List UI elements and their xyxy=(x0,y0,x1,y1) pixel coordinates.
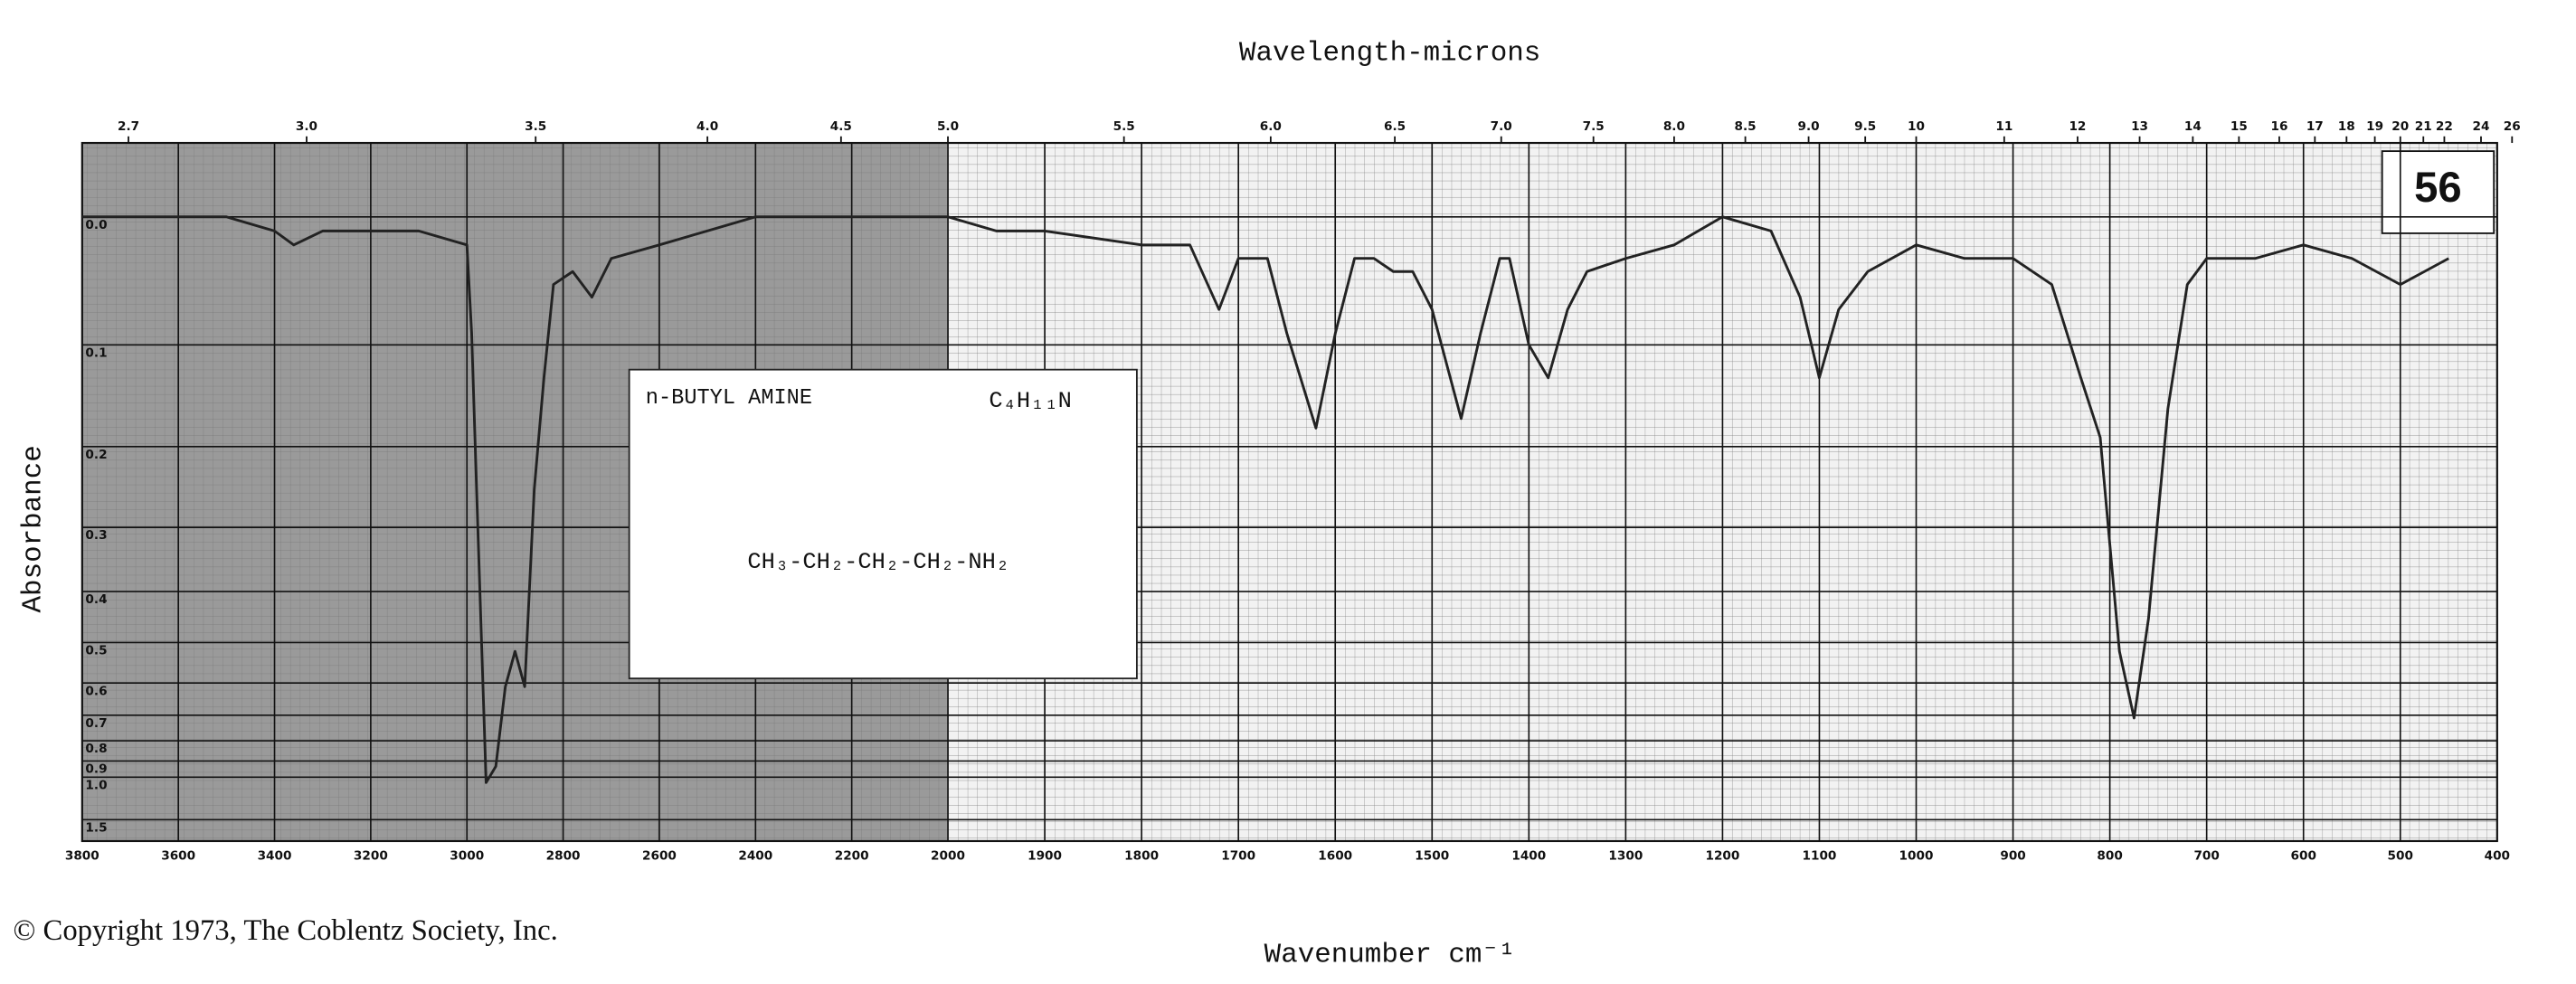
y-tick-label: 1.0 xyxy=(85,778,107,792)
top-tick-label: 11 xyxy=(1995,119,2012,134)
x-tick-label: 3800 xyxy=(65,848,99,863)
x-tick-label: 1000 xyxy=(1899,848,1934,863)
top-tick-label: 3.5 xyxy=(525,119,546,134)
top-tick-label: 13 xyxy=(2131,119,2148,134)
copyright: © Copyright 1973, The Coblentz Society, … xyxy=(14,914,558,947)
top-tick-label: 4.5 xyxy=(830,119,852,134)
top-tick-label: 19 xyxy=(2366,119,2383,134)
y-tick-label: 0.0 xyxy=(85,218,107,232)
top-tick-label: 7.5 xyxy=(1583,119,1605,134)
spectrum-line xyxy=(81,215,2449,784)
structure: CH₃-CH₂-CH₂-CH₂-NH₂ xyxy=(747,549,1009,575)
x-tick-label: 3400 xyxy=(258,848,292,863)
top-tick-label: 26 xyxy=(2504,119,2521,134)
x-tick-label: 1300 xyxy=(1608,848,1643,863)
x-tick-label: 1600 xyxy=(1318,848,1352,863)
top-tick-label: 14 xyxy=(2184,119,2202,134)
x-tick-label: 1100 xyxy=(1803,848,1837,863)
top-axis-title: Wavelength-microns xyxy=(1239,37,1540,69)
y-tick-label: 0.6 xyxy=(85,684,107,698)
x-tick-label: 1900 xyxy=(1028,848,1062,863)
top-tick-label: 7.0 xyxy=(1491,119,1512,134)
info-box xyxy=(628,368,1138,680)
top-tick-label: 22 xyxy=(2436,119,2453,134)
x-tick-label: 2800 xyxy=(546,848,581,863)
top-tick-label: 10 xyxy=(1908,119,1925,134)
top-tick-label: 16 xyxy=(2270,119,2287,134)
top-tick-label: 24 xyxy=(2472,119,2489,134)
top-tick-label: 21 xyxy=(2415,119,2432,134)
top-tick-label: 17 xyxy=(2306,119,2324,134)
top-tick-label: 4.0 xyxy=(696,119,718,134)
y-tick-label: 1.5 xyxy=(85,820,107,835)
top-tick-label: 20 xyxy=(2391,119,2409,134)
x-tick-label: 400 xyxy=(2485,848,2510,863)
x-tick-label: 1400 xyxy=(1511,848,1546,863)
x-tick-label: 2000 xyxy=(931,848,965,863)
x-tick-label: 2600 xyxy=(642,848,677,863)
top-tick-label: 3.0 xyxy=(296,119,317,134)
y-tick-label: 0.7 xyxy=(85,716,107,731)
x-tick-label: 2200 xyxy=(835,848,869,863)
x-tick-label: 1800 xyxy=(1124,848,1159,863)
x-tick-label: 2400 xyxy=(738,848,772,863)
x-tick-label: 1200 xyxy=(1705,848,1739,863)
top-tick-label: 8.0 xyxy=(1663,119,1685,134)
formula: C₄H₁₁N xyxy=(989,388,1071,414)
x-tick-label: 500 xyxy=(2388,848,2413,863)
top-tick-label: 2.7 xyxy=(118,119,139,134)
x-tick-label: 3600 xyxy=(161,848,195,863)
y-tick-label: 0.5 xyxy=(85,644,107,658)
x-tick-label: 3000 xyxy=(450,848,484,863)
x-tick-label: 3200 xyxy=(354,848,388,863)
x-tick-label: 900 xyxy=(2000,848,2025,863)
y-tick-label: 0.2 xyxy=(85,448,107,462)
y-tick-label: 0.4 xyxy=(85,592,107,607)
y-tick-label: 0.9 xyxy=(85,762,107,777)
y-tick-label: 0.3 xyxy=(85,528,107,543)
compound-name: n-BUTYL AMINE xyxy=(646,386,812,411)
x-tick-label: 1500 xyxy=(1415,848,1449,863)
top-tick-label: 8.5 xyxy=(1735,119,1757,134)
top-tick-label: 9.5 xyxy=(1854,119,1876,134)
y-tick-label: 0.1 xyxy=(85,345,107,360)
top-tick-label: 6.5 xyxy=(1384,119,1406,134)
spectrum-number: 56 xyxy=(2414,164,2462,212)
x-tick-label: 600 xyxy=(2291,848,2316,863)
top-tick-label: 6.0 xyxy=(1260,119,1282,134)
top-tick-label: 12 xyxy=(2069,119,2086,134)
top-tick-label: 5.0 xyxy=(937,119,959,134)
top-tick-label: 18 xyxy=(2338,119,2355,134)
x-tick-label: 700 xyxy=(2193,848,2219,863)
x-tick-label: 800 xyxy=(2097,848,2122,863)
top-tick-label: 15 xyxy=(2230,119,2248,134)
y-axis-title: Absorbance xyxy=(17,445,49,612)
top-tick-label: 5.5 xyxy=(1113,119,1135,134)
top-tick-label: 9.0 xyxy=(1798,119,1820,134)
graph-paper xyxy=(81,143,2497,841)
y-tick-label: 0.8 xyxy=(85,742,107,756)
x-axis-title: Wavenumber cm⁻¹ xyxy=(1264,939,1516,970)
x-tick-label: 1700 xyxy=(1221,848,1255,863)
